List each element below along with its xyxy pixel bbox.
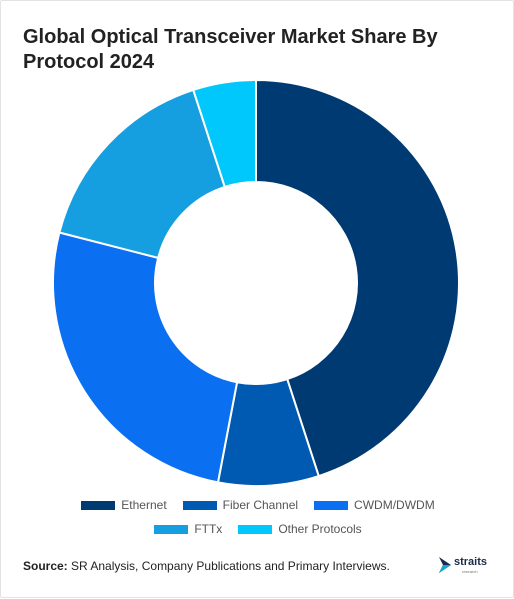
- legend-label: Ethernet: [121, 498, 167, 512]
- legend-item-other-protocols: Other Protocols: [238, 522, 362, 536]
- source-label: Source:: [23, 559, 68, 573]
- donut-slice-fttx: [58, 88, 227, 260]
- straits-logo: straits research: [437, 555, 493, 577]
- legend-label: Other Protocols: [278, 522, 362, 536]
- chart-title: Global Optical Transceiver Market Share …: [23, 26, 438, 73]
- source-note: Source: SR Analysis, Company Publication…: [23, 559, 390, 573]
- legend-row: FTTx Other Protocols: [1, 517, 514, 541]
- legend-label: FTTx: [194, 522, 223, 536]
- legend-swatch: [182, 500, 217, 510]
- logo-text: straits: [454, 556, 488, 568]
- donut-slice-other-protocols: [192, 78, 257, 189]
- donut-slice-cwdm-dwdm: [52, 231, 239, 484]
- legend-item-ethernet: Ethernet: [81, 498, 167, 512]
- legend-item-fiber-channel: Fiber Channel: [182, 498, 299, 512]
- legend-label: Fiber Channel: [222, 498, 299, 512]
- legend: Ethernet Fiber Channel CWDM/DWDM FTTx Other…: [1, 493, 514, 541]
- legend-swatch: [81, 500, 116, 510]
- legend-label: CWDM/DWDM: [354, 498, 435, 512]
- source-text: SR Analysis, Company Publications and Pr…: [71, 559, 390, 573]
- legend-row: Ethernet Fiber Channel CWDM/DWDM: [1, 493, 514, 517]
- donut-slice-ethernet: [255, 78, 460, 478]
- logo-subtext: research: [462, 569, 478, 574]
- straits-logo-icon: [439, 557, 451, 573]
- legend-swatch: [154, 524, 189, 534]
- legend-item-cwdm-dwdm: CWDM/DWDM: [314, 498, 435, 512]
- legend-swatch: [238, 524, 273, 534]
- legend-swatch: [314, 500, 349, 510]
- legend-item-fttx: FTTx: [154, 522, 222, 536]
